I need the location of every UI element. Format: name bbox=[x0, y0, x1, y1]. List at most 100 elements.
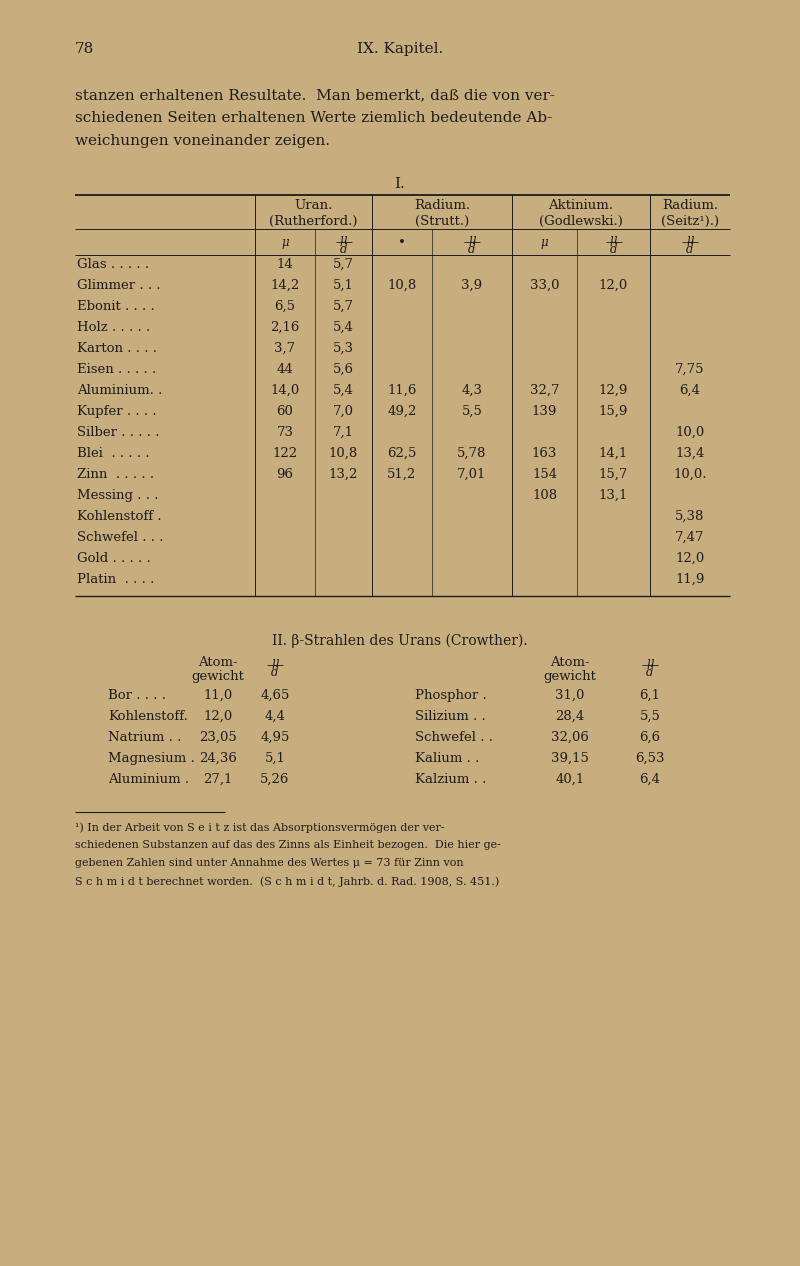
Text: Atom-: Atom- bbox=[198, 656, 238, 668]
Text: I.: I. bbox=[394, 177, 406, 191]
Text: Aktinium.: Aktinium. bbox=[549, 199, 614, 211]
Text: 12,0: 12,0 bbox=[203, 710, 233, 723]
Text: 5,7: 5,7 bbox=[333, 258, 354, 271]
Text: 27,1: 27,1 bbox=[203, 774, 233, 786]
Text: Holz . . . . .: Holz . . . . . bbox=[77, 322, 150, 334]
Text: schiedenen Substanzen auf das des Zinns als Einheit bezogen.  Die hier ge-: schiedenen Substanzen auf das des Zinns … bbox=[75, 841, 501, 849]
Text: Kohlenstoff .: Kohlenstoff . bbox=[77, 510, 162, 523]
Text: Silber . . . . .: Silber . . . . . bbox=[77, 425, 159, 439]
Text: 5,4: 5,4 bbox=[333, 322, 354, 334]
Text: Blei  . . . . .: Blei . . . . . bbox=[77, 447, 150, 460]
Text: Bor . . . .: Bor . . . . bbox=[108, 689, 166, 703]
Text: 78: 78 bbox=[75, 42, 94, 56]
Text: 163: 163 bbox=[532, 447, 557, 460]
Text: (Seitz¹).): (Seitz¹).) bbox=[661, 215, 719, 228]
Text: 5,26: 5,26 bbox=[260, 774, 290, 786]
Text: 6,53: 6,53 bbox=[635, 752, 665, 765]
Text: 39,15: 39,15 bbox=[551, 752, 589, 765]
Text: 11,9: 11,9 bbox=[675, 573, 705, 586]
Text: 5,1: 5,1 bbox=[265, 752, 286, 765]
Text: Kohlenstoff.: Kohlenstoff. bbox=[108, 710, 188, 723]
Text: Zinn  . . . . .: Zinn . . . . . bbox=[77, 468, 154, 481]
Text: 7,01: 7,01 bbox=[458, 468, 486, 481]
Text: 7,47: 7,47 bbox=[675, 530, 705, 544]
Text: 7,0: 7,0 bbox=[333, 405, 354, 418]
Text: Kalzium . .: Kalzium . . bbox=[415, 774, 486, 786]
Text: Schwefel . .: Schwefel . . bbox=[415, 730, 493, 744]
Text: 33,0: 33,0 bbox=[530, 279, 559, 292]
Text: S c h m i d t berechnet worden.  (S c h m i d t, Jahrb. d. Rad. 1908, S. 451.): S c h m i d t berechnet worden. (S c h m… bbox=[75, 876, 499, 886]
Text: weichungen voneinander zeigen.: weichungen voneinander zeigen. bbox=[75, 134, 330, 148]
Text: Ebonit . . . .: Ebonit . . . . bbox=[77, 300, 154, 313]
Text: Magnesium .: Magnesium . bbox=[108, 752, 194, 765]
Text: 12,0: 12,0 bbox=[675, 552, 705, 565]
Text: (Godlewski.): (Godlewski.) bbox=[539, 215, 623, 228]
Text: 15,7: 15,7 bbox=[599, 468, 628, 481]
Text: 73: 73 bbox=[277, 425, 294, 439]
Text: 51,2: 51,2 bbox=[387, 468, 417, 481]
Text: Uran.: Uran. bbox=[294, 199, 333, 211]
Text: gewicht: gewicht bbox=[543, 670, 597, 682]
Text: 11,0: 11,0 bbox=[203, 689, 233, 703]
Text: Natrium . .: Natrium . . bbox=[108, 730, 182, 744]
Text: 13,1: 13,1 bbox=[599, 489, 628, 503]
Text: μ: μ bbox=[610, 233, 618, 246]
Text: 5,78: 5,78 bbox=[458, 447, 486, 460]
Text: 28,4: 28,4 bbox=[555, 710, 585, 723]
Text: 4,4: 4,4 bbox=[265, 710, 286, 723]
Text: d: d bbox=[340, 243, 347, 256]
Text: 10,8: 10,8 bbox=[387, 279, 417, 292]
Text: (Strutt.): (Strutt.) bbox=[415, 215, 469, 228]
Text: d: d bbox=[686, 243, 694, 256]
Text: 23,05: 23,05 bbox=[199, 730, 237, 744]
Text: 5,7: 5,7 bbox=[333, 300, 354, 313]
Text: 14: 14 bbox=[277, 258, 294, 271]
Text: 6,5: 6,5 bbox=[274, 300, 295, 313]
Text: Aluminium. .: Aluminium. . bbox=[77, 384, 162, 398]
Text: 40,1: 40,1 bbox=[555, 774, 585, 786]
Text: 5,1: 5,1 bbox=[333, 279, 354, 292]
Text: 4,3: 4,3 bbox=[462, 384, 482, 398]
Text: 10,0: 10,0 bbox=[675, 425, 705, 439]
Text: 11,6: 11,6 bbox=[387, 384, 417, 398]
Text: 6,1: 6,1 bbox=[639, 689, 661, 703]
Text: d: d bbox=[271, 666, 278, 679]
Text: μ: μ bbox=[281, 235, 289, 249]
Text: 5,38: 5,38 bbox=[675, 510, 705, 523]
Text: 5,5: 5,5 bbox=[639, 710, 661, 723]
Text: 108: 108 bbox=[532, 489, 557, 503]
Text: Eisen . . . . .: Eisen . . . . . bbox=[77, 363, 156, 376]
Text: 6,6: 6,6 bbox=[639, 730, 661, 744]
Text: Radium.: Radium. bbox=[662, 199, 718, 211]
Text: Messing . . .: Messing . . . bbox=[77, 489, 158, 503]
Text: 14,2: 14,2 bbox=[270, 279, 300, 292]
Text: 13,2: 13,2 bbox=[329, 468, 358, 481]
Text: 96: 96 bbox=[277, 468, 294, 481]
Text: μ: μ bbox=[468, 233, 476, 246]
Text: d: d bbox=[610, 243, 618, 256]
Text: schiedenen Seiten erhaltenen Werte ziemlich bedeutende Ab-: schiedenen Seiten erhaltenen Werte zieml… bbox=[75, 111, 552, 125]
Text: •: • bbox=[398, 235, 406, 249]
Text: 6,4: 6,4 bbox=[679, 384, 701, 398]
Text: 122: 122 bbox=[273, 447, 298, 460]
Text: 14,1: 14,1 bbox=[599, 447, 628, 460]
Text: IX. Kapitel.: IX. Kapitel. bbox=[357, 42, 443, 56]
Text: 5,4: 5,4 bbox=[333, 384, 354, 398]
Text: 12,9: 12,9 bbox=[599, 384, 628, 398]
Text: 5,6: 5,6 bbox=[333, 363, 354, 376]
Text: 60: 60 bbox=[277, 405, 294, 418]
Text: 7,75: 7,75 bbox=[675, 363, 705, 376]
Text: 3,9: 3,9 bbox=[462, 279, 482, 292]
Text: Kalium . .: Kalium . . bbox=[415, 752, 479, 765]
Text: 32,7: 32,7 bbox=[530, 384, 559, 398]
Text: 7,1: 7,1 bbox=[333, 425, 354, 439]
Text: μ: μ bbox=[340, 233, 347, 246]
Text: Kupfer . . . .: Kupfer . . . . bbox=[77, 405, 157, 418]
Text: 2,16: 2,16 bbox=[270, 322, 300, 334]
Text: d: d bbox=[468, 243, 476, 256]
Text: 10,8: 10,8 bbox=[329, 447, 358, 460]
Text: μ: μ bbox=[686, 233, 694, 246]
Text: 44: 44 bbox=[277, 363, 294, 376]
Text: Glimmer . . .: Glimmer . . . bbox=[77, 279, 161, 292]
Text: 6,4: 6,4 bbox=[639, 774, 661, 786]
